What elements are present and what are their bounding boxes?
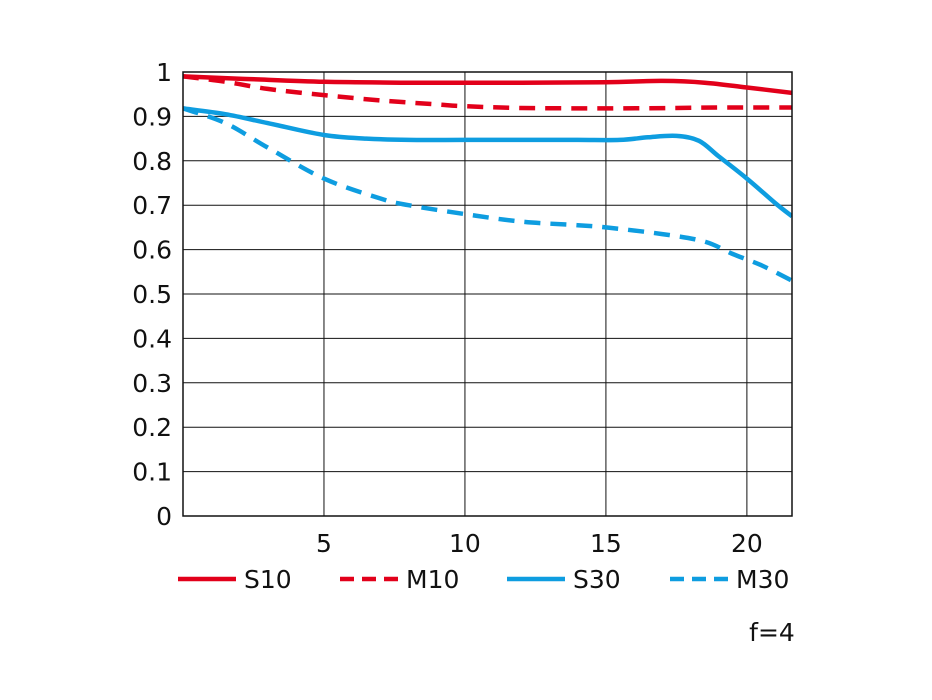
legend: S10 M10 S30 M30 xyxy=(178,565,789,594)
y-tick-label: 0.4 xyxy=(132,324,172,353)
y-tick-label: 0.7 xyxy=(132,191,172,220)
y-tick-label: 1 xyxy=(156,58,172,87)
x-tick-label: 15 xyxy=(590,529,622,558)
y-tick-label: 0 xyxy=(156,502,172,531)
series-line-m10 xyxy=(183,74,792,111)
plot-frame xyxy=(182,71,793,517)
x-tick-labels: 5 10 15 20 xyxy=(316,529,763,558)
y-tick-label: 0.8 xyxy=(132,147,172,176)
y-tick-label: 0.5 xyxy=(132,280,172,309)
y-tick-label: 0.2 xyxy=(132,413,172,442)
y-tick-label: 0.3 xyxy=(132,369,172,398)
legend-label-m10: M10 xyxy=(406,565,459,594)
x-tick-label: 5 xyxy=(316,529,332,558)
series-line-m30 xyxy=(183,106,792,283)
aperture-note: f=4 xyxy=(749,618,795,647)
series-line-s10 xyxy=(183,74,792,96)
x-tick-label: 20 xyxy=(731,529,763,558)
legend-label-s10: S10 xyxy=(244,565,292,594)
y-tick-label: 0.1 xyxy=(132,458,172,487)
legend-label-s30: S30 xyxy=(573,565,621,594)
y-tick-labels: 0 0.1 0.2 0.3 0.4 0.5 0.6 0.7 0.8 0.9 1 xyxy=(132,58,172,531)
y-tick-label: 0.9 xyxy=(132,102,172,131)
legend-label-m30: M30 xyxy=(736,565,789,594)
series-line-s30 xyxy=(183,106,792,219)
series-lines xyxy=(183,74,792,283)
x-tick-label: 10 xyxy=(449,529,481,558)
y-tick-label: 0.6 xyxy=(132,236,172,265)
